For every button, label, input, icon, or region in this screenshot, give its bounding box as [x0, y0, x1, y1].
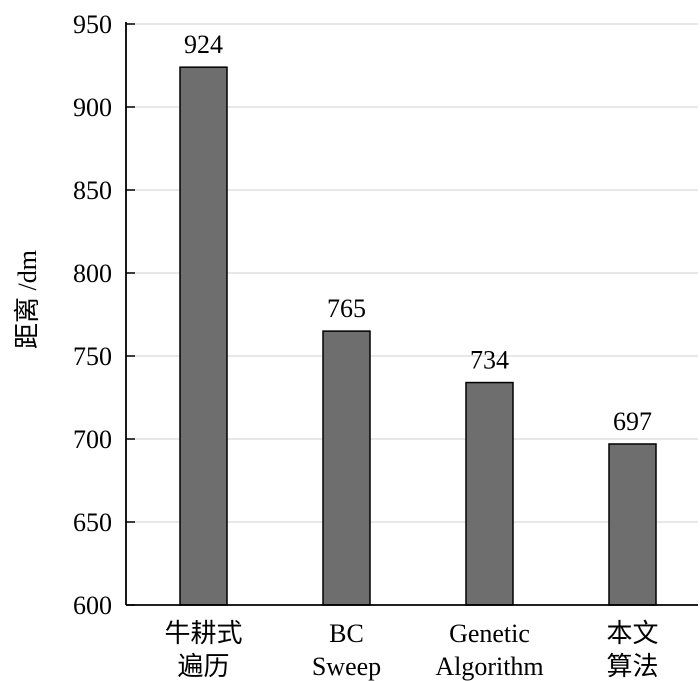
- bar: [465, 381, 514, 606]
- bar-value-label: 734: [470, 346, 509, 375]
- x-category-label: 本文: [606, 619, 658, 648]
- bar: [179, 66, 228, 606]
- bar-value-label: 765: [327, 294, 366, 323]
- bar-value-label: 697: [613, 407, 652, 436]
- bar: [608, 443, 657, 606]
- data-labels: 924 765 734 697: [184, 30, 652, 436]
- y-tick-label: 950: [73, 10, 112, 39]
- y-axis-title: 距离 /dm: [13, 250, 42, 349]
- y-tick-label: 600: [73, 591, 112, 620]
- x-category-label: Genetic: [449, 619, 530, 648]
- x-category-label: 遍历: [177, 652, 229, 681]
- x-category-label: Sweep: [312, 652, 381, 681]
- axes: [125, 22, 698, 606]
- y-tick-label: 650: [73, 508, 112, 537]
- y-axis-ticks: 600 650 700 750 800 850 900 950: [73, 10, 135, 620]
- x-category-label: 牛耕式: [164, 619, 242, 648]
- y-tick-label: 850: [73, 176, 112, 205]
- x-category-label: BC: [329, 619, 364, 648]
- y-tick-label: 700: [73, 425, 112, 454]
- x-category-label: Algorithm: [435, 652, 543, 681]
- bar-value-label: 924: [184, 30, 223, 59]
- bar: [322, 330, 371, 606]
- x-category-label: 算法: [606, 652, 658, 681]
- y-tick-label: 750: [73, 342, 112, 371]
- y-tick-label: 800: [73, 259, 112, 288]
- y-tick-label: 900: [73, 93, 112, 122]
- bars: [179, 66, 657, 606]
